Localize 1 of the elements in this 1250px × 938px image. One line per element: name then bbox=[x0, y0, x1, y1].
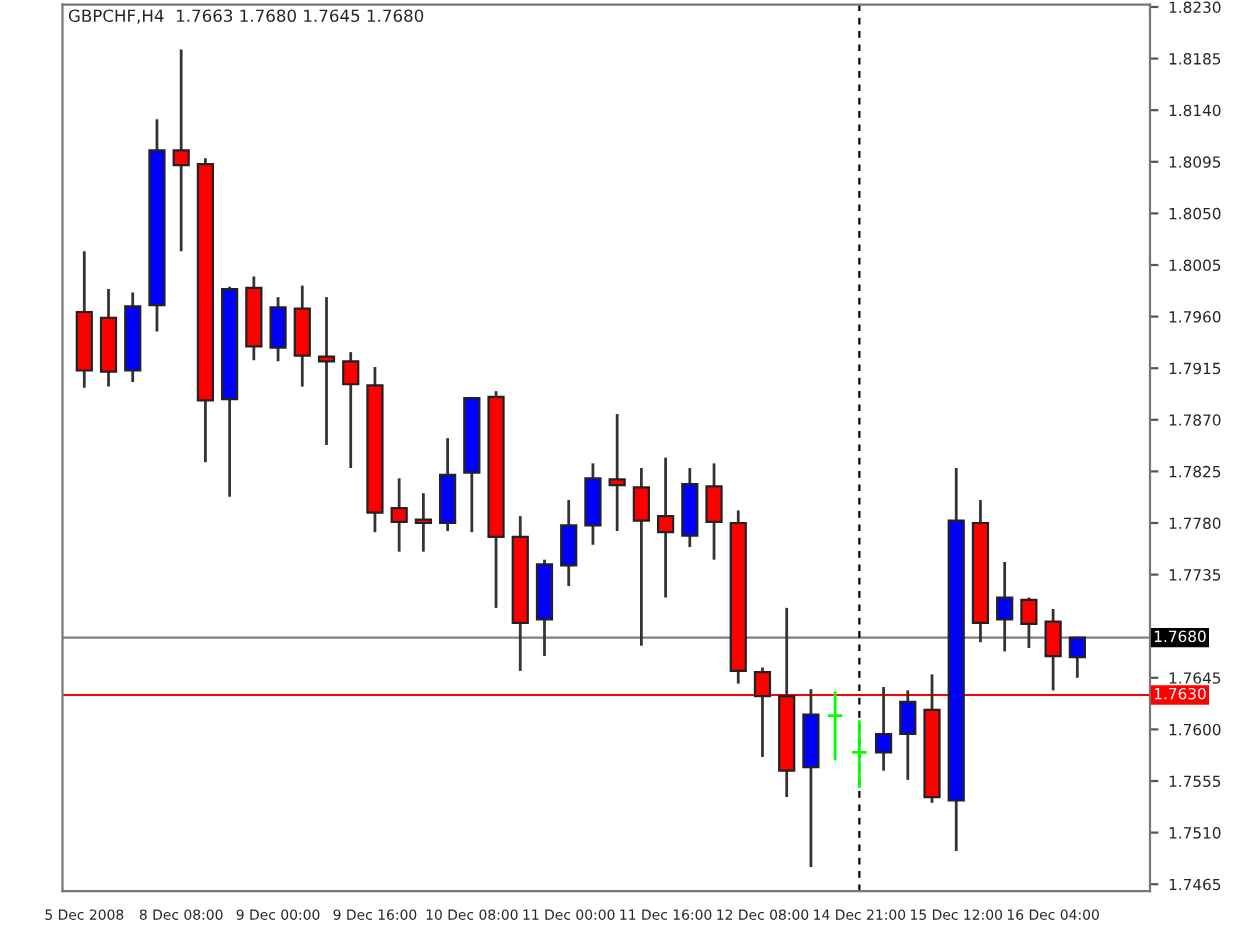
chart-title: GBPCHF,H4 1.7663 1.7680 1.7645 1.7680 bbox=[68, 9, 424, 24]
